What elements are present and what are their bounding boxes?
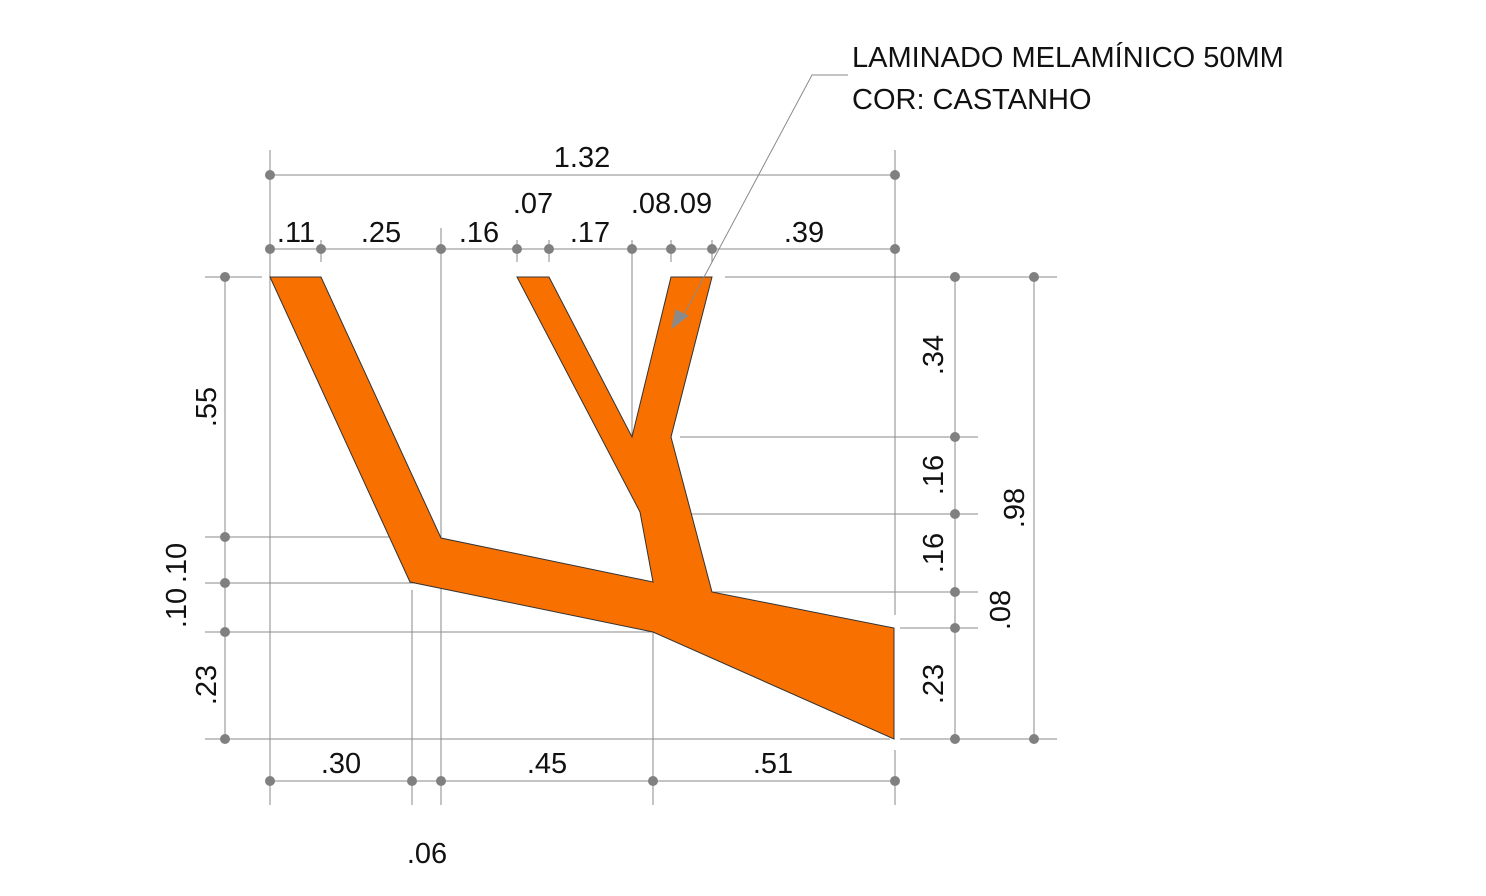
dim-label: .23 xyxy=(918,664,950,704)
dim-label: .16 xyxy=(918,533,950,573)
dim-label: .23 xyxy=(191,665,223,705)
note-text: LAMINADO MELAMÍNICO 50MM xyxy=(852,41,1284,74)
dim-label: .25 xyxy=(361,217,401,249)
dim-label: .08 xyxy=(631,188,671,220)
dim-label: .07 xyxy=(513,188,553,220)
dim-label: .55 xyxy=(191,387,223,427)
dim-label: 1.32 xyxy=(554,142,610,174)
dim-label: .30 xyxy=(321,748,361,780)
dim-label: .11 xyxy=(277,217,315,249)
leader xyxy=(671,74,848,330)
dim-label: .16 xyxy=(459,217,499,249)
dim-label: .10 xyxy=(161,588,193,628)
dim-label: .34 xyxy=(918,335,950,375)
dim-label: .39 xyxy=(784,217,824,249)
dim-label: .51 xyxy=(753,748,793,780)
dim-label: .45 xyxy=(527,748,567,780)
dim-label: .16 xyxy=(918,455,950,495)
dimension-points xyxy=(220,170,1039,786)
note-text: COR: CASTANHO xyxy=(852,84,1092,116)
countertop-shape xyxy=(269,276,895,740)
dim-label: .09 xyxy=(672,188,712,220)
dimension-labels: 1.32 .11 .25 .16 .07 .17 .08 .09 .39 .55… xyxy=(161,142,1031,870)
dim-label: .98 xyxy=(999,488,1031,528)
dim-label: .08 xyxy=(985,590,1017,630)
dim-label: .10 xyxy=(161,543,193,583)
dim-label: .06 xyxy=(407,838,447,870)
dim-label: .17 xyxy=(570,217,610,249)
